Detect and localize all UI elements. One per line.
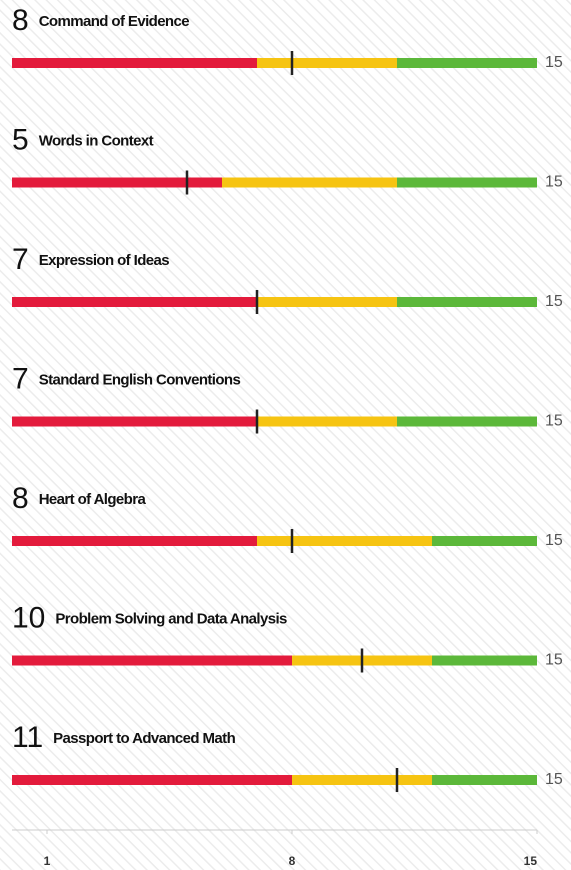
score: 7 xyxy=(12,243,29,276)
band xyxy=(432,775,537,785)
band xyxy=(257,536,432,546)
band xyxy=(257,58,397,68)
max-label: 15 xyxy=(545,413,563,430)
subscore-label: Words in Context xyxy=(39,132,154,149)
band xyxy=(222,177,397,188)
max-label: 15 xyxy=(545,771,563,788)
max-label: 15 xyxy=(545,652,563,669)
max-label: 15 xyxy=(545,532,563,549)
band xyxy=(397,416,537,427)
subscore-label: Standard English Conventions xyxy=(39,371,241,388)
subscore-label: Heart of Algebra xyxy=(39,491,147,508)
row-title: 5 Words in Context xyxy=(12,123,154,156)
score: 8 xyxy=(12,4,29,37)
band xyxy=(12,655,292,666)
x-tick-label: 8 xyxy=(289,854,296,868)
band xyxy=(257,297,397,307)
band xyxy=(257,416,397,427)
subscore-label: Expression of Ideas xyxy=(39,252,170,269)
max-label: 15 xyxy=(545,54,563,71)
band xyxy=(12,775,292,785)
row-title: 8 Command of Evidence xyxy=(12,4,189,37)
band xyxy=(432,536,537,546)
score: 11 xyxy=(12,721,43,754)
subscore-label: Problem Solving and Data Analysis xyxy=(55,610,287,627)
max-label: 15 xyxy=(545,293,563,310)
row-title: 7 Standard English Conventions xyxy=(12,362,240,395)
band xyxy=(292,775,432,785)
band xyxy=(12,58,257,68)
band xyxy=(397,297,537,307)
band xyxy=(12,177,222,188)
row-title: 11 Passport to Advanced Math xyxy=(12,721,236,754)
band xyxy=(397,177,537,188)
x-tick-label: 1 xyxy=(44,854,51,868)
max-label: 15 xyxy=(545,174,563,191)
x-tick-label: 15 xyxy=(524,854,538,868)
band xyxy=(432,655,537,666)
score: 5 xyxy=(12,123,29,156)
band xyxy=(397,58,537,68)
score: 7 xyxy=(12,362,29,395)
row-title: 8 Heart of Algebra xyxy=(12,482,146,515)
row-title: 7 Expression of Ideas xyxy=(12,243,169,276)
band xyxy=(12,416,257,427)
row-title: 10 Problem Solving and Data Analysis xyxy=(12,601,287,634)
score: 8 xyxy=(12,482,29,515)
band xyxy=(12,536,257,546)
subscore-label: Command of Evidence xyxy=(39,13,190,30)
score: 10 xyxy=(12,601,45,634)
band xyxy=(12,297,257,307)
subscore-label: Passport to Advanced Math xyxy=(53,730,235,747)
